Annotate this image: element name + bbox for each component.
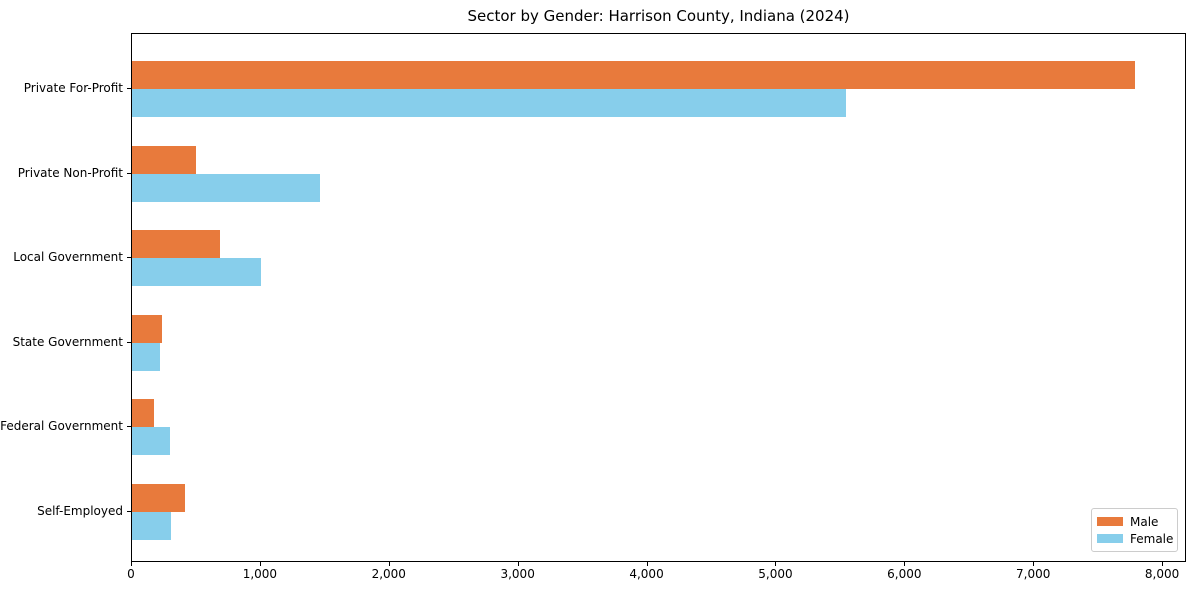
legend: Male Female <box>1091 508 1178 552</box>
bar-male-private-for-profit <box>132 61 1135 89</box>
x-tick-6000 <box>904 562 906 566</box>
category-label-self-employed: Self-Employed <box>37 503 123 518</box>
bar-male-self-employed <box>132 483 186 512</box>
category-label-private-for-profit: Private For-Profit <box>23 81 123 95</box>
x-tick-label-8000: 8,000 <box>1144 567 1180 581</box>
x-tick-label-2000: 2,000 <box>371 567 406 581</box>
chart-title: Sector by Gender: Harrison County, India… <box>467 7 850 25</box>
bar-female-private-non-profit <box>132 173 321 202</box>
x-tick-label-5000: 5,000 <box>758 567 793 581</box>
x-tick-label-6000: 6,000 <box>887 567 922 581</box>
bar-male-local-government <box>132 230 221 258</box>
y-tick-private-for-profit <box>127 88 131 89</box>
y-tick-private-non-profit <box>127 172 131 174</box>
legend-swatch-female-icon <box>1097 534 1123 543</box>
x-tick-7000 <box>1033 562 1035 566</box>
x-tick-8000 <box>1162 562 1164 566</box>
category-label-state-government: State Government <box>12 334 123 349</box>
bar-female-federal-government <box>132 427 171 455</box>
bar-female-private-for-profit <box>132 89 847 117</box>
x-tick-2000 <box>388 562 390 566</box>
bar-male-state-government <box>132 314 163 343</box>
category-label-federal-government: Federal Government <box>0 419 123 433</box>
y-tick-federal-government <box>127 426 131 427</box>
x-tick-label-1000: 1,000 <box>242 567 278 581</box>
legend-label-female: Female <box>1130 531 1174 546</box>
category-label-private-non-profit: Private Non-Profit <box>17 165 123 180</box>
legend-item-male: Male <box>1097 516 1172 528</box>
x-tick-1000 <box>259 562 261 566</box>
x-tick-label-4000: 4,000 <box>629 567 664 581</box>
x-tick-label-0: 0 <box>127 567 135 581</box>
plot-area <box>131 33 1186 562</box>
category-label-local-government: Local Government <box>13 250 123 264</box>
bar-male-federal-government <box>132 399 154 427</box>
bar-female-local-government <box>132 258 261 286</box>
x-tick-3000 <box>517 562 519 566</box>
bar-female-self-employed <box>132 511 171 540</box>
y-tick-state-government <box>127 341 131 343</box>
x-tick-5000 <box>775 562 777 566</box>
legend-swatch-male-icon <box>1097 517 1123 526</box>
bar-female-state-government <box>132 342 161 371</box>
legend-item-female: Female <box>1097 531 1174 546</box>
x-tick-4000 <box>646 562 648 566</box>
y-tick-self-employed <box>127 510 131 512</box>
x-tick-label-7000: 7,000 <box>1016 567 1051 581</box>
bar-male-private-non-profit <box>132 145 197 174</box>
legend-label-male: Male <box>1130 514 1159 529</box>
x-tick-label-3000: 3,000 <box>500 567 535 581</box>
x-tick-0 <box>131 562 132 566</box>
y-tick-local-government <box>127 257 131 258</box>
